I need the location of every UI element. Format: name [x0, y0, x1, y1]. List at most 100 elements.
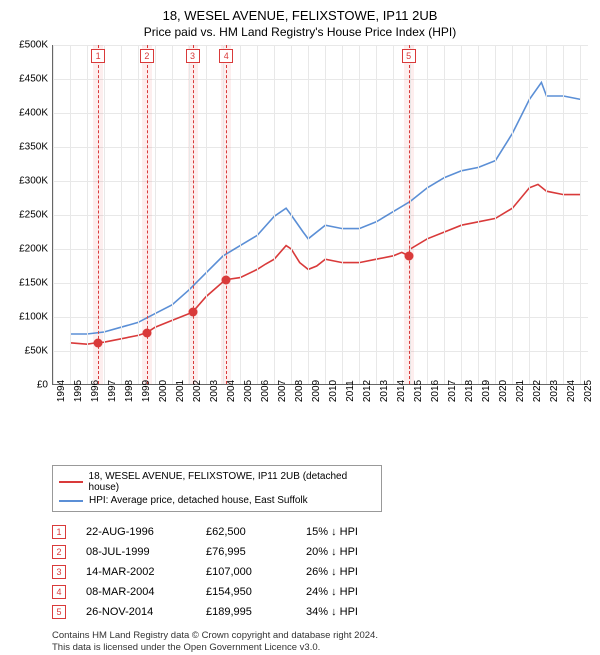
plot-region: 12345	[52, 45, 588, 385]
legend-swatch	[59, 500, 83, 502]
x-tick-label: 2020	[498, 380, 509, 402]
y-tick-label: £350K	[19, 142, 48, 153]
sales-row-price: £189,995	[206, 606, 306, 618]
gridline-h	[53, 351, 588, 352]
sale-marker-dot	[94, 338, 103, 347]
x-tick-label: 2008	[294, 380, 305, 402]
sales-row: 208-JUL-1999£76,99520% ↓ HPI	[52, 542, 588, 562]
sales-row-date: 26-NOV-2014	[86, 606, 206, 618]
sale-marker-dot	[222, 275, 231, 284]
x-tick-label: 2016	[430, 380, 441, 402]
gridline-v	[478, 45, 479, 384]
sales-row-date: 14-MAR-2002	[86, 566, 206, 578]
gridline-v	[444, 45, 445, 384]
sale-marker-number: 3	[186, 49, 200, 63]
sales-row: 408-MAR-2004£154,95024% ↓ HPI	[52, 582, 588, 602]
y-tick-label: £200K	[19, 244, 48, 255]
x-tick-label: 2000	[158, 380, 169, 402]
gridline-h	[53, 113, 588, 114]
chart-area: £0£50K£100K£150K£200K£250K£300K£350K£400…	[12, 45, 588, 425]
gridline-v	[53, 45, 54, 384]
sales-row-delta: 26% ↓ HPI	[306, 566, 406, 578]
gridline-v	[580, 45, 581, 384]
x-tick-label: 2003	[209, 380, 220, 402]
gridline-v	[393, 45, 394, 384]
gridline-h	[53, 215, 588, 216]
sale-marker-number: 1	[91, 49, 105, 63]
gridline-v	[291, 45, 292, 384]
y-tick-label: £400K	[19, 108, 48, 119]
sales-row-date: 08-JUL-1999	[86, 546, 206, 558]
gridline-h	[53, 147, 588, 148]
x-tick-label: 1995	[73, 380, 84, 402]
gridline-v	[138, 45, 139, 384]
x-tick-label: 1994	[56, 380, 67, 402]
gridline-v	[257, 45, 258, 384]
sale-marker-dot	[188, 308, 197, 317]
sales-row: 122-AUG-1996£62,50015% ↓ HPI	[52, 522, 588, 542]
gridline-v	[376, 45, 377, 384]
gridline-v	[461, 45, 462, 384]
y-tick-label: £250K	[19, 210, 48, 221]
gridline-v	[155, 45, 156, 384]
sales-row-date: 08-MAR-2004	[86, 586, 206, 598]
x-tick-label: 1999	[141, 380, 152, 402]
gridline-v	[70, 45, 71, 384]
gridline-h	[53, 317, 588, 318]
legend-row: HPI: Average price, detached house, East…	[59, 494, 375, 507]
sale-marker-line	[193, 45, 194, 384]
legend-label: 18, WESEL AVENUE, FELIXSTOWE, IP11 2UB (…	[89, 471, 375, 493]
legend-row: 18, WESEL AVENUE, FELIXSTOWE, IP11 2UB (…	[59, 470, 375, 494]
sales-row-price: £62,500	[206, 526, 306, 538]
x-tick-label: 1997	[107, 380, 118, 402]
gridline-v	[308, 45, 309, 384]
x-tick-label: 2010	[328, 380, 339, 402]
x-tick-label: 2009	[311, 380, 322, 402]
sales-row-number: 5	[52, 605, 66, 619]
sales-row: 314-MAR-2002£107,00026% ↓ HPI	[52, 562, 588, 582]
sale-marker-number: 4	[219, 49, 233, 63]
sales-row-delta: 15% ↓ HPI	[306, 526, 406, 538]
x-tick-label: 2018	[464, 380, 475, 402]
x-tick-label: 2001	[175, 380, 186, 402]
x-tick-label: 2017	[447, 380, 458, 402]
y-axis-labels: £0£50K£100K£150K£200K£250K£300K£350K£400…	[12, 45, 50, 385]
sales-row-delta: 34% ↓ HPI	[306, 606, 406, 618]
x-tick-label: 2014	[396, 380, 407, 402]
x-tick-label: 2004	[226, 380, 237, 402]
chart-subtitle: Price paid vs. HM Land Registry's House …	[12, 25, 588, 39]
gridline-v	[325, 45, 326, 384]
gridline-h	[53, 249, 588, 250]
x-tick-label: 2015	[413, 380, 424, 402]
gridline-v	[274, 45, 275, 384]
gridline-h	[53, 45, 588, 46]
attribution-line2: This data is licensed under the Open Gov…	[52, 642, 588, 654]
gridline-v	[240, 45, 241, 384]
gridline-v	[410, 45, 411, 384]
gridline-v	[563, 45, 564, 384]
gridline-v	[546, 45, 547, 384]
x-tick-label: 1998	[124, 380, 135, 402]
sales-row-number: 2	[52, 545, 66, 559]
y-tick-label: £500K	[19, 40, 48, 51]
sale-marker-number: 2	[140, 49, 154, 63]
y-tick-label: £450K	[19, 74, 48, 85]
y-tick-label: £300K	[19, 176, 48, 187]
sales-row-number: 4	[52, 585, 66, 599]
sales-row-price: £76,995	[206, 546, 306, 558]
legend-label: HPI: Average price, detached house, East…	[89, 495, 308, 506]
attribution-line1: Contains HM Land Registry data © Crown c…	[52, 630, 588, 642]
x-tick-label: 2022	[532, 380, 543, 402]
gridline-h	[53, 79, 588, 80]
sale-marker-line	[409, 45, 410, 384]
attribution: Contains HM Land Registry data © Crown c…	[52, 630, 588, 655]
x-axis-labels: 1994199519961997199819992000200120022003…	[52, 389, 588, 425]
y-tick-label: £100K	[19, 312, 48, 323]
x-tick-label: 2002	[192, 380, 203, 402]
gridline-v	[342, 45, 343, 384]
chart-title: 18, WESEL AVENUE, FELIXSTOWE, IP11 2UB	[12, 8, 588, 23]
gridline-v	[172, 45, 173, 384]
sales-row-price: £154,950	[206, 586, 306, 598]
gridline-v	[512, 45, 513, 384]
y-tick-label: £0	[37, 380, 48, 391]
